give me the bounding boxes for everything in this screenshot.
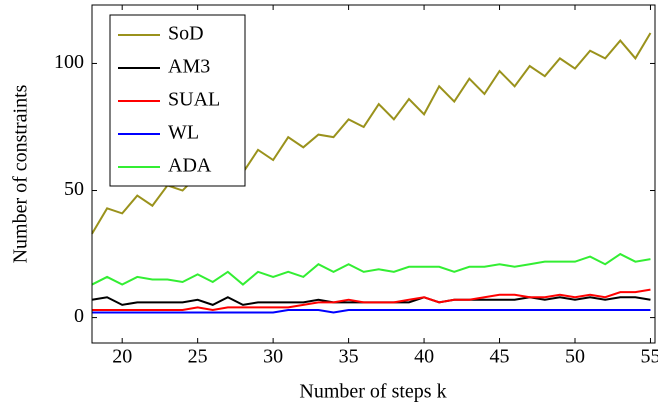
x-tick-label: 20 [112,346,132,368]
line-series [92,288,651,311]
y-tick-label: 50 [64,178,84,200]
plot-frame [91,4,656,344]
legend-label: AM3 [168,56,210,78]
x-tick-label: 45 [490,346,510,368]
legend-label: SoD [168,23,204,45]
line-series [91,32,652,235]
legend-label: SUAL [168,89,220,111]
x-tick-label: 25 [188,346,208,368]
y-axis-label: Number of constraints [10,84,32,263]
y-tick-label: 100 [54,51,84,73]
x-tick-label: 40 [414,346,434,368]
legend-label: WL [168,122,199,144]
x-tick-label: 35 [339,346,359,368]
x-tick-label: 30 [263,346,283,368]
x-axis-label: Number of steps k [299,381,446,403]
line-series [92,308,651,314]
x-tick-label: 50 [565,346,585,368]
x-tick-label: 55 [640,346,658,368]
line-series [91,296,651,306]
legend-label: ADA [168,155,212,177]
y-tick-label: 0 [74,305,84,327]
line-series [91,252,651,286]
